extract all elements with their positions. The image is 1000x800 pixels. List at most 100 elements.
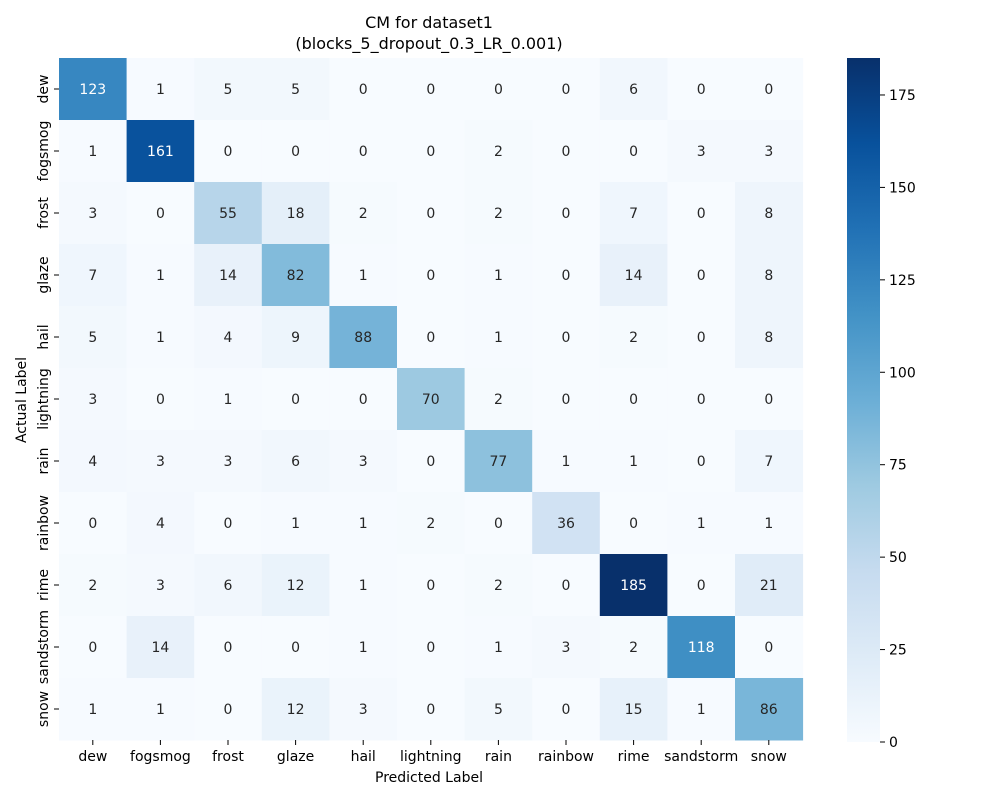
- y-tick-label: hail: [36, 324, 52, 349]
- heatmap-cell: [532, 430, 601, 493]
- cell-value-label: 3: [359, 702, 368, 718]
- cell-value-label: 18: [287, 206, 305, 222]
- heatmap-cell: [194, 430, 263, 493]
- cell-value-label: 2: [494, 206, 503, 222]
- y-axis-label: Actual Label: [14, 357, 30, 443]
- heatmap-cell: [667, 306, 736, 369]
- heatmap-cell: [329, 678, 398, 741]
- heatmap-cell: [532, 120, 601, 183]
- heatmap-cell: [329, 368, 398, 431]
- cell-value-label: 36: [557, 516, 575, 532]
- heatmap-cell: [126, 554, 195, 617]
- x-tick-label: snow: [751, 749, 787, 765]
- heatmap-cell: [59, 306, 128, 369]
- cell-value-label: 21: [760, 578, 778, 594]
- cell-value-label: 0: [426, 702, 435, 718]
- cell-value-label: 4: [224, 330, 233, 346]
- cell-value-label: 185: [620, 578, 647, 594]
- cell-value-label: 1: [494, 640, 503, 656]
- heatmap-cell: [735, 616, 804, 679]
- heatmap-cell: [667, 678, 736, 741]
- y-tick-label: rime: [36, 569, 52, 601]
- heatmap-cell: [59, 58, 128, 121]
- cell-value-label: 0: [562, 578, 571, 594]
- heatmap-cell: [532, 678, 601, 741]
- cell-value-label: 1: [562, 454, 571, 470]
- x-tick-label: lightning: [400, 749, 462, 765]
- cell-value-label: 14: [625, 268, 643, 284]
- heatmap-cell: [261, 306, 330, 369]
- heatmap-cell: [126, 182, 195, 245]
- heatmap-cell: [735, 58, 804, 121]
- heatmap-cell: [126, 616, 195, 679]
- cell-value-label: 0: [764, 392, 773, 408]
- cell-value-label: 1: [629, 454, 638, 470]
- cell-value-label: 3: [156, 454, 165, 470]
- heatmap-cell: [599, 244, 668, 307]
- heatmap-cell: [261, 182, 330, 245]
- cell-value-label: 0: [562, 392, 571, 408]
- heatmap-cell: [464, 58, 533, 121]
- heatmap-cell: [59, 678, 128, 741]
- colorbar-tick-label: 100: [889, 365, 916, 381]
- cell-value-label: 0: [156, 392, 165, 408]
- heatmap-cell: [329, 244, 398, 307]
- heatmap-cell: [59, 430, 128, 493]
- cell-value-label: 2: [494, 392, 503, 408]
- heatmap-cell: [261, 430, 330, 493]
- heatmap-cell: [667, 492, 736, 555]
- heatmap-cell: [464, 430, 533, 493]
- heatmap-cell: [194, 244, 263, 307]
- cell-value-label: 1: [156, 268, 165, 284]
- cell-value-label: 5: [224, 82, 233, 98]
- heatmap-cell: [59, 368, 128, 431]
- heatmap-cell: [261, 678, 330, 741]
- cell-value-label: 0: [426, 144, 435, 160]
- heatmap-cell: [59, 182, 128, 245]
- cell-value-label: 0: [562, 82, 571, 98]
- cell-value-label: 0: [224, 640, 233, 656]
- cell-value-label: 0: [224, 516, 233, 532]
- heatmap-cell: [329, 120, 398, 183]
- cell-value-label: 6: [224, 578, 233, 594]
- cell-value-label: 4: [88, 454, 97, 470]
- colorbar-tick-label: 175: [889, 88, 916, 104]
- heatmap-cell: [126, 120, 195, 183]
- cell-value-label: 88: [354, 330, 372, 346]
- cell-value-label: 70: [422, 392, 440, 408]
- heatmap-cell: [464, 306, 533, 369]
- heatmap-cell: [194, 306, 263, 369]
- heatmap-cell: [464, 616, 533, 679]
- heatmap-cell: [261, 244, 330, 307]
- heatmap-cell: [261, 368, 330, 431]
- cell-value-label: 4: [156, 516, 165, 532]
- cell-value-label: 0: [764, 82, 773, 98]
- cell-value-label: 5: [494, 702, 503, 718]
- heatmap-cell: [261, 492, 330, 555]
- cell-value-label: 0: [764, 640, 773, 656]
- cell-value-label: 1: [359, 578, 368, 594]
- cell-value-label: 2: [629, 330, 638, 346]
- cell-value-label: 86: [760, 702, 778, 718]
- heatmap-cell: [397, 182, 466, 245]
- heatmap-cell: [735, 368, 804, 431]
- cell-value-label: 8: [764, 330, 773, 346]
- heatmap-cell: [59, 554, 128, 617]
- y-tick-label: dew: [36, 75, 52, 104]
- cell-value-label: 0: [562, 206, 571, 222]
- cell-value-label: 0: [629, 516, 638, 532]
- cell-value-label: 0: [156, 206, 165, 222]
- y-tick-label: fogsmog: [36, 121, 52, 182]
- cell-value-label: 12: [287, 578, 305, 594]
- cell-value-label: 5: [291, 82, 300, 98]
- cell-value-label: 1: [88, 702, 97, 718]
- heatmap-cell: [599, 678, 668, 741]
- cell-value-label: 0: [359, 392, 368, 408]
- chart-title: CM for dataset1: [365, 13, 493, 32]
- heatmap-cell: [599, 430, 668, 493]
- cell-value-label: 0: [562, 702, 571, 718]
- heatmap-cell: [194, 182, 263, 245]
- heatmap-cell: [464, 244, 533, 307]
